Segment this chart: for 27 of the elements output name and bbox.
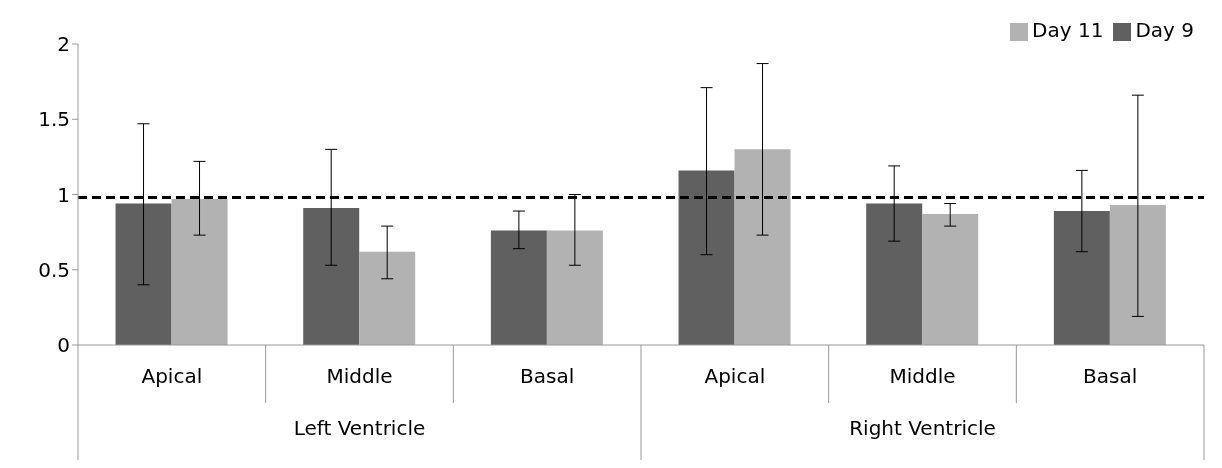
x-tick-label: Basal: [1083, 364, 1138, 388]
y-tick-label: 0.5: [38, 257, 70, 282]
text: Right Ventricle: [849, 416, 996, 440]
bar: [490, 230, 547, 345]
y-tick-label: 1: [57, 182, 70, 207]
bar: [171, 199, 228, 345]
x-tick-label: Middle: [889, 364, 956, 388]
x-tick-label: Apical: [704, 364, 766, 388]
bar: [678, 170, 735, 345]
legend-label: Day 9: [1135, 18, 1194, 42]
bar: [1109, 205, 1166, 345]
x-tick-label: Apical: [141, 364, 203, 388]
bar: [359, 251, 416, 345]
y-tick-label: 1.5: [38, 107, 70, 132]
bar: [115, 203, 172, 345]
legend-label: Day 11: [1032, 18, 1104, 42]
bar: [734, 149, 791, 345]
bar: [1053, 211, 1110, 345]
y-tick-label: 2: [57, 32, 70, 57]
text: Left Ventricle: [293, 416, 426, 440]
bar: [546, 230, 603, 345]
bar: [922, 214, 979, 345]
bar: [866, 203, 923, 345]
y-tick-label: 0: [57, 333, 70, 358]
bar: [303, 208, 360, 345]
x-tick-label: Middle: [326, 364, 393, 388]
x-tick-label: Basal: [520, 364, 575, 388]
